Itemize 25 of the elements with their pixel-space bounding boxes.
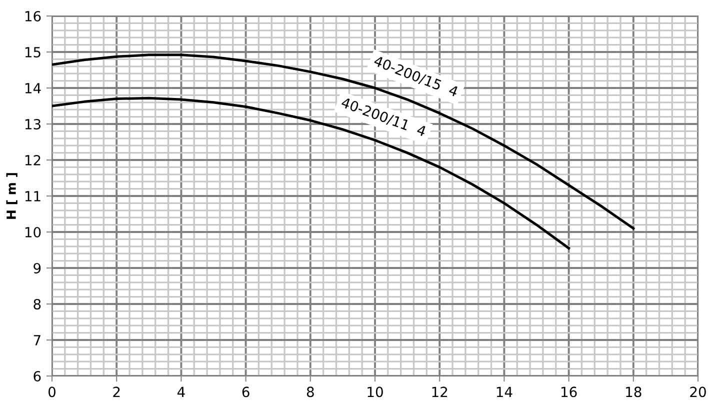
y-tick-label: 7 <box>34 335 40 346</box>
y-tick-label: 6 <box>34 370 41 382</box>
y-axis-title: H [ m ] <box>6 173 18 219</box>
y-tick-label: 12 <box>25 154 40 166</box>
y-tick-label: 15 <box>25 47 40 58</box>
y-tick-label: 9 <box>34 262 41 274</box>
line-series <box>52 54 635 230</box>
x-tick-label: 12 <box>432 386 448 397</box>
y-tick-label: 10 <box>25 226 41 238</box>
x-tick-label: 20 <box>690 386 706 398</box>
x-tick-label: 4 <box>177 386 185 397</box>
x-tick-label: 2 <box>113 386 120 397</box>
x-tick-label: 18 <box>626 386 642 398</box>
y-tick-label: 11 <box>25 191 40 202</box>
y-tick-label: 13 <box>25 118 40 130</box>
y-tick-label: 8 <box>34 298 41 310</box>
x-tick-label: 10 <box>368 386 383 398</box>
x-tick-label: 8 <box>306 386 314 398</box>
x-tick-label: 16 <box>561 386 577 398</box>
y-tick-label: 14 <box>25 83 41 94</box>
y-tick-label: 16 <box>25 10 41 22</box>
x-tick-label: 0 <box>48 386 56 398</box>
line-series <box>52 96 570 250</box>
x-tick-label: 14 <box>496 386 512 397</box>
x-tick-label: 6 <box>242 386 250 398</box>
